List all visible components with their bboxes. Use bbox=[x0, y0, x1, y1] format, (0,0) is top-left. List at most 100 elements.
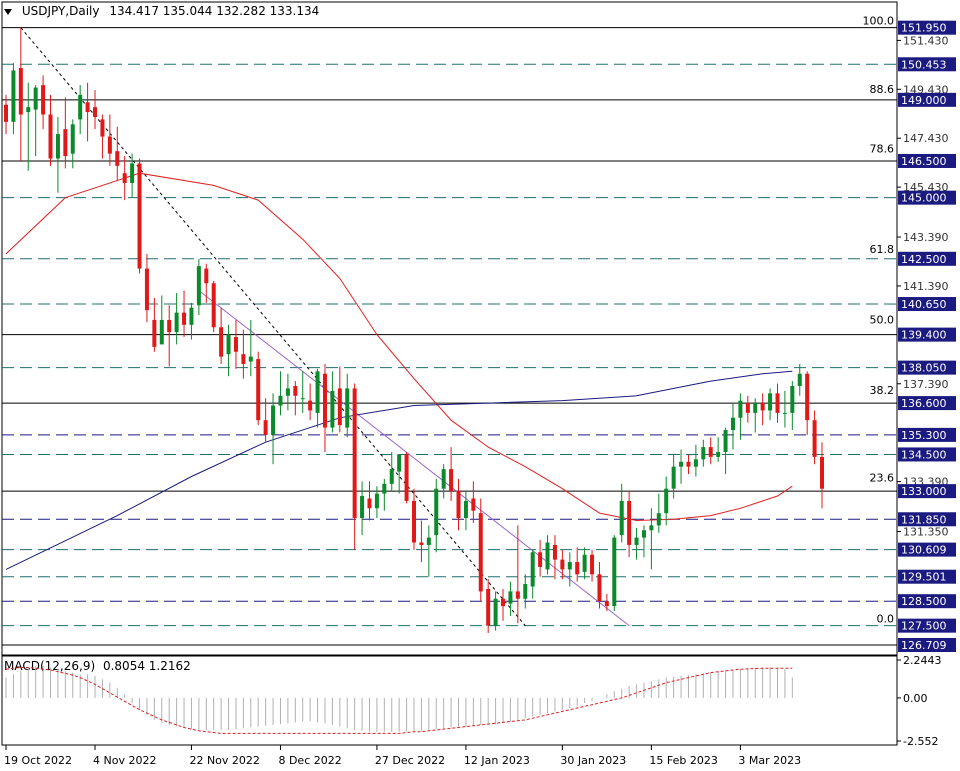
candle-body-72 bbox=[538, 552, 543, 567]
candle-body-55 bbox=[412, 500, 416, 543]
price-label-13: 131.850 bbox=[901, 513, 947, 526]
price-label-box-15 bbox=[898, 569, 956, 584]
candle-body-7 bbox=[55, 134, 60, 159]
candle-body-77 bbox=[575, 562, 580, 575]
candle-body-2 bbox=[18, 68, 23, 115]
candle-body-0 bbox=[4, 104, 8, 122]
axis-tick-label-0: 151.430 bbox=[903, 34, 949, 47]
date-label-6: 30 Jan 2023 bbox=[560, 754, 626, 767]
moving-average-0 bbox=[5, 172, 793, 522]
candle-body-17 bbox=[130, 163, 135, 183]
candle-body-3 bbox=[26, 107, 31, 113]
price-label-11: 134.500 bbox=[901, 448, 947, 461]
candle-body-6 bbox=[48, 114, 53, 159]
candle-body-70 bbox=[523, 584, 528, 599]
price-label-box-18 bbox=[898, 637, 956, 652]
price-label-18: 126.709 bbox=[901, 639, 947, 652]
price-label-9: 136.600 bbox=[901, 397, 947, 410]
fib-label-3: 61.8 bbox=[870, 243, 895, 256]
candle-body-49 bbox=[367, 498, 372, 509]
candle-body-63 bbox=[471, 498, 476, 511]
macd-title: MACD(12,26,9) 0.8054 1.2162 bbox=[4, 659, 191, 673]
candle-body-15 bbox=[115, 151, 120, 166]
price-label-box-4 bbox=[898, 190, 956, 205]
chart-title: USDJPY,Daily 134.417 135.044 132.282 133… bbox=[4, 4, 319, 18]
candle-body-52 bbox=[389, 469, 394, 484]
axis-tick-label-5: 141.390 bbox=[903, 280, 949, 293]
candle-body-32 bbox=[241, 354, 246, 364]
candle-body-14 bbox=[107, 136, 112, 154]
price-label-box-10 bbox=[898, 427, 956, 442]
candle-body-26 bbox=[196, 266, 201, 306]
candle-body-107 bbox=[797, 373, 802, 386]
axis-tick-label-6: 137.390 bbox=[903, 378, 949, 391]
candle-body-84 bbox=[627, 500, 632, 545]
fib-label-6: 23.6 bbox=[870, 472, 895, 485]
axis-tick-label-4: 143.390 bbox=[903, 231, 949, 244]
candle-body-20 bbox=[152, 319, 157, 347]
candle-body-51 bbox=[382, 483, 387, 494]
candle-body-43 bbox=[322, 373, 327, 428]
price-label-box-8 bbox=[898, 360, 956, 375]
candle-body-44 bbox=[330, 390, 335, 428]
date-label-2: 22 Nov 2022 bbox=[189, 754, 259, 767]
price-label-box-1 bbox=[898, 57, 956, 72]
candle-body-76 bbox=[567, 562, 572, 570]
candle-body-74 bbox=[552, 544, 557, 560]
candle-body-97 bbox=[723, 429, 728, 453]
fib-label-5: 38.2 bbox=[870, 384, 895, 397]
candle-body-92 bbox=[686, 461, 691, 467]
candle-body-65 bbox=[486, 588, 491, 626]
price-label-box-2 bbox=[898, 92, 956, 107]
candle-body-45 bbox=[337, 388, 342, 426]
candle-body-73 bbox=[545, 542, 550, 570]
symbol-label: USDJPY,Daily bbox=[21, 4, 100, 18]
macd-axis-label-2: -2.552 bbox=[903, 735, 938, 748]
candle-body-69 bbox=[515, 591, 520, 599]
candle-body-36 bbox=[271, 405, 276, 435]
price-label-box-13 bbox=[898, 512, 956, 527]
candle-body-61 bbox=[456, 491, 461, 519]
candle-body-23 bbox=[174, 312, 179, 333]
ohlc-values: 134.417 135.044 132.282 133.134 bbox=[109, 4, 320, 18]
candle-body-75 bbox=[560, 559, 565, 570]
candle-body-93 bbox=[693, 459, 698, 467]
price-label-15: 129.501 bbox=[901, 571, 947, 584]
candle-body-56 bbox=[419, 542, 424, 545]
date-label-4: 27 Dec 2022 bbox=[375, 754, 445, 767]
candle-body-33 bbox=[248, 356, 253, 362]
price-label-box-0 bbox=[898, 20, 956, 35]
candle-body-103 bbox=[768, 393, 773, 411]
price-label-box-3 bbox=[898, 153, 956, 168]
candle-body-62 bbox=[463, 500, 468, 519]
candle-body-8 bbox=[63, 129, 68, 157]
candle-body-89 bbox=[664, 488, 669, 514]
candle-body-68 bbox=[508, 591, 513, 604]
candle-body-46 bbox=[345, 388, 350, 428]
candle-body-101 bbox=[753, 403, 758, 413]
price-label-box-12 bbox=[898, 484, 956, 499]
candle-body-1 bbox=[11, 70, 16, 122]
candle-body-106 bbox=[790, 385, 795, 413]
candle-body-60 bbox=[449, 469, 454, 492]
candle-body-38 bbox=[285, 388, 290, 396]
price-label-4: 145.000 bbox=[901, 192, 947, 205]
candle-body-87 bbox=[649, 525, 654, 531]
price-label-box-5 bbox=[898, 251, 956, 266]
candle-body-4 bbox=[33, 87, 38, 110]
date-label-1: 4 Nov 2022 bbox=[93, 754, 156, 767]
price-label-1: 150.453 bbox=[901, 58, 947, 71]
candle-body-9 bbox=[70, 124, 75, 154]
dropdown-arrow-icon[interactable] bbox=[4, 8, 12, 15]
price-label-box-17 bbox=[898, 618, 956, 633]
candle-body-35 bbox=[263, 420, 268, 435]
candle-body-39 bbox=[293, 385, 298, 396]
trendline-1 bbox=[198, 290, 630, 627]
candle-body-34 bbox=[256, 359, 261, 421]
price-label-8: 138.050 bbox=[901, 362, 947, 375]
candle-body-64 bbox=[478, 513, 483, 592]
fib-label-1: 88.6 bbox=[870, 83, 895, 96]
candle-body-81 bbox=[604, 601, 609, 607]
candle-body-94 bbox=[701, 447, 706, 460]
